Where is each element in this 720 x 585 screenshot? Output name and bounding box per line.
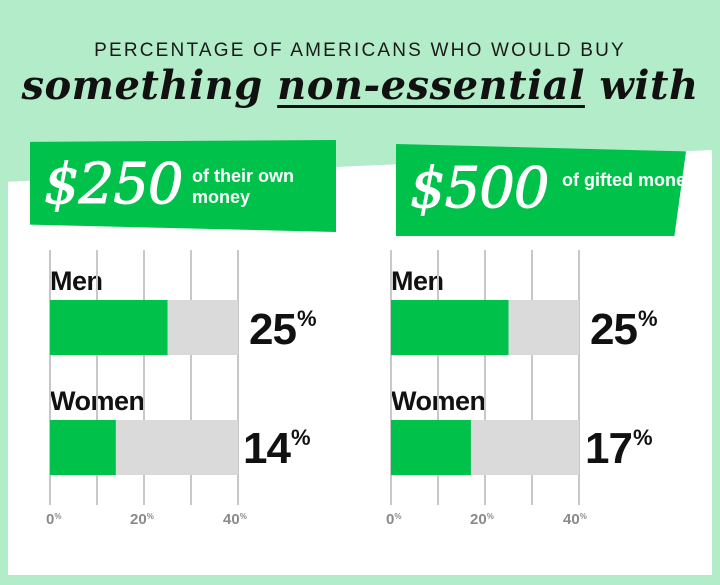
value-percent-sign: % xyxy=(290,425,311,450)
banner-chart-1: $250 of their own money xyxy=(30,140,336,232)
tick-40-2: 40% xyxy=(563,511,587,528)
category-label-men-1: Men xyxy=(50,266,103,296)
tick-percent-sign: % xyxy=(579,512,587,521)
banner-desc-2: of gifted money xyxy=(562,170,696,190)
tick-0-1: 0% xyxy=(46,511,61,528)
bar-chart-2 xyxy=(390,250,580,505)
tick-40-1: 40% xyxy=(223,511,247,528)
value-text-men-2: 25 xyxy=(590,305,638,354)
value-label-women-1: 14% xyxy=(243,424,310,474)
panel-background xyxy=(8,182,712,575)
tick-text: 40 xyxy=(223,511,240,528)
tick-20-1: 20% xyxy=(130,511,154,528)
bar-chart-1 xyxy=(49,250,239,505)
subtitle: PERCENTAGE OF AMERICANS WHO WOULD BUY xyxy=(94,40,626,61)
tick-text: 0 xyxy=(386,511,395,528)
value-percent-sign: % xyxy=(637,306,658,331)
tick-percent-sign: % xyxy=(486,512,494,521)
tick-percent-sign: % xyxy=(146,512,154,521)
tick-text: 20 xyxy=(130,511,147,528)
category-label-men-2: Men xyxy=(391,266,444,296)
value-percent-sign: % xyxy=(632,425,653,450)
value-text-women-2: 17 xyxy=(585,424,633,473)
value-label-men-2: 25% xyxy=(590,305,657,355)
tick-text: 0 xyxy=(46,511,55,528)
tick-20-2: 20% xyxy=(470,511,494,528)
tick-percent-sign: % xyxy=(394,512,402,521)
tick-text: 40 xyxy=(563,511,580,528)
title-pre: something xyxy=(21,62,278,109)
title-post: with xyxy=(584,62,699,109)
banner-desc-1: of their own money xyxy=(192,166,294,207)
tick-percent-sign: % xyxy=(239,512,247,521)
value-text-men-1: 25 xyxy=(249,305,297,354)
banner-amount-2: $500 xyxy=(410,156,551,222)
title-underlined: non-essential xyxy=(277,62,585,109)
header: PERCENTAGE OF AMERICANS WHO WOULD BUY so… xyxy=(0,0,720,150)
value-label-men-1: 25% xyxy=(249,305,316,355)
bar-women xyxy=(50,420,116,475)
value-text-women-1: 14 xyxy=(243,424,291,473)
bar-women xyxy=(391,420,471,475)
value-percent-sign: % xyxy=(296,306,317,331)
tick-0-2: 0% xyxy=(386,511,401,528)
bar-men xyxy=(50,300,168,355)
tick-text: 20 xyxy=(470,511,487,528)
bar-men xyxy=(391,300,509,355)
value-label-women-2: 17% xyxy=(585,424,652,474)
title: something non-essential with xyxy=(0,62,720,109)
banner-chart-2: $500 of gifted money xyxy=(396,144,686,236)
banner-amount-1: $250 xyxy=(44,152,185,218)
tick-percent-sign: % xyxy=(54,512,62,521)
